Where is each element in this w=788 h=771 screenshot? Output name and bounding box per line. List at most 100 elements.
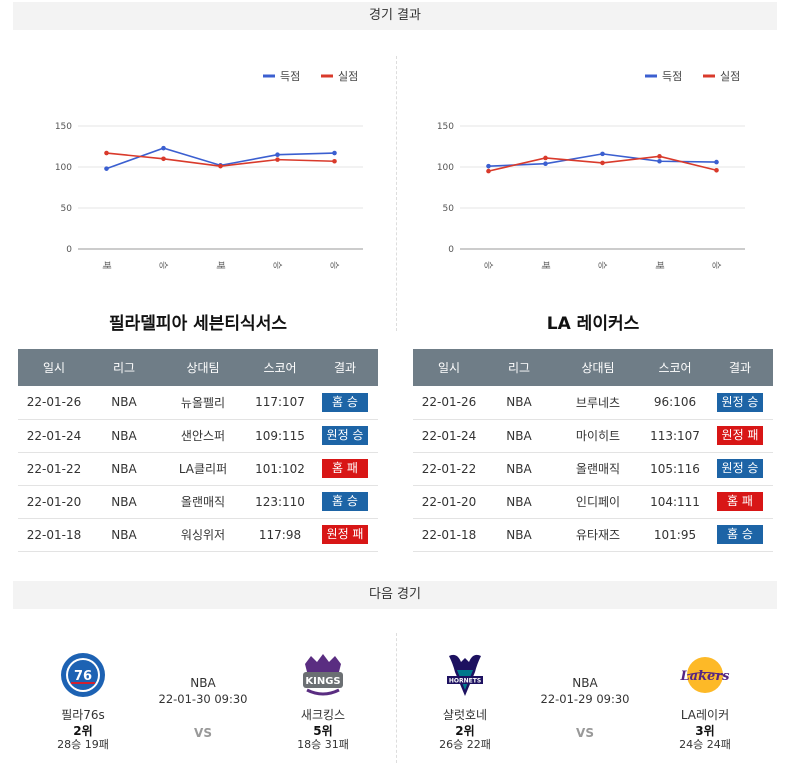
data-point[interactable] (600, 160, 605, 166)
cell-result: 원정 승 (707, 452, 773, 486)
team-name: 필라76s (61, 708, 105, 722)
cell-result: 원정 승 (707, 386, 773, 420)
cell-league: NBA (485, 485, 553, 519)
y-tick-label: 100 (437, 163, 454, 173)
svg-text:HORNETS: HORNETS (449, 678, 481, 685)
header-score: 스코어 (643, 349, 707, 386)
result-badge: 원정 승 (717, 392, 763, 412)
section-divider (396, 56, 397, 331)
data-point[interactable] (104, 150, 109, 156)
result-badge: 홈 승 (322, 492, 368, 511)
away-team[interactable]: Lakers LA레이커 3위 24승 24패 (650, 650, 760, 752)
cell-opponent: LA클리퍼 (158, 452, 248, 486)
svg-text:Lakers: Lakers (679, 669, 730, 684)
cell-date: 22-01-20 (413, 485, 485, 519)
data-point[interactable] (218, 163, 223, 169)
cell-score: 109:115 (248, 419, 312, 453)
cell-opponent: 올랜매직 (553, 452, 643, 486)
cell-result: 원정 승 (312, 419, 378, 453)
team-record: 26승 22패 (439, 738, 491, 751)
cell-result: 홈 승 (707, 518, 773, 552)
home-team[interactable]: HORNETS 샬럿호네 2위 26승 22패 (410, 650, 520, 752)
y-tick-label: 0 (448, 245, 454, 255)
data-point[interactable] (332, 150, 337, 156)
data-point[interactable] (657, 154, 662, 159)
data-point[interactable] (543, 161, 548, 167)
line-chart-right: 득점 실점 0 50 100 150 승 패 승 패 승 (437, 70, 745, 269)
result-badge: 홈 승 (717, 525, 763, 544)
cell-result: 원정 패 (707, 419, 773, 453)
data-point[interactable] (161, 156, 166, 162)
table-row: 22-01-18 NBA 유타재즈 101:95 홈 승 (413, 518, 773, 552)
cell-league: NBA (485, 419, 553, 453)
section-title-next: 다음 경기 (13, 581, 777, 609)
data-point[interactable] (275, 157, 280, 162)
cell-result: 홈 승 (312, 485, 378, 519)
y-tick-label: 100 (55, 163, 72, 173)
team-rank: 3위 (695, 724, 715, 738)
data-point[interactable] (486, 163, 491, 169)
y-tick-label: 150 (55, 122, 72, 132)
match-info: NBA 22-01-29 09:30 VS (520, 676, 650, 740)
table-row: 22-01-22 NBA 올랜매직 105:116 원정 승 (413, 452, 773, 486)
svg-text:KINGS: KINGS (305, 676, 340, 687)
cell-league: NBA (90, 419, 158, 453)
data-point[interactable] (543, 155, 548, 161)
header-league: 리그 (90, 349, 158, 386)
cell-score: 117:98 (248, 518, 312, 552)
result-badge: 원정 승 (322, 426, 368, 445)
team-record: 24승 24패 (679, 738, 731, 751)
match-info: NBA 22-01-30 09:30 VS (138, 676, 268, 740)
cell-score: 101:102 (248, 452, 312, 486)
table-row: 22-01-26 NBA 뉴올펠리 117:107 홈 승 (18, 386, 378, 420)
cell-opponent: 샌안스퍼 (158, 419, 248, 453)
legend-label: 실점 (338, 70, 358, 83)
table-row: 22-01-22 NBA LA클리퍼 101:102 홈 패 (18, 452, 378, 486)
header-date: 일시 (413, 349, 485, 386)
y-tick-label: 50 (443, 204, 455, 214)
legend-label: 실점 (720, 70, 740, 83)
data-point[interactable] (104, 166, 109, 171)
cell-date: 22-01-22 (18, 452, 90, 486)
table-row: 22-01-20 NBA 인디페이 104:111 홈 패 (413, 485, 773, 519)
results-table-right: 일시 리그 상대팀 스코어 결과 22-01-26 NBA 브루네츠 96:106 원정… (413, 349, 773, 552)
table-row: 22-01-20 NBA 올랜매직 123:110 홈 승 (18, 485, 378, 519)
cell-league: NBA (485, 386, 553, 420)
kings-logo-icon: KINGS (303, 654, 343, 696)
x-tick-label: 승 (597, 261, 608, 269)
data-point[interactable] (161, 145, 166, 151)
team-title-right: LA 레이커스 (546, 314, 640, 334)
data-point[interactable] (714, 159, 719, 165)
away-team[interactable]: KINGS 새크킹스 5위 18승 31패 (268, 650, 378, 752)
section-title-results: 경기 결과 (13, 2, 777, 30)
header-result: 결과 (312, 349, 378, 386)
table-header-row: 일시 리그 상대팀 스코어 결과 (18, 349, 378, 386)
cell-score: 105:116 (643, 452, 707, 486)
data-point[interactable] (714, 167, 719, 173)
data-point[interactable] (332, 158, 337, 164)
legend-label: 득점 (662, 70, 682, 83)
data-point[interactable] (275, 152, 280, 157)
cell-date: 22-01-20 (18, 485, 90, 519)
cell-date: 22-01-26 (18, 386, 90, 420)
data-point[interactable] (657, 158, 662, 164)
y-tick-label: 50 (61, 204, 73, 214)
line-chart-left: 득점 실점 0 50 100 150 패 승 패 승 승 (55, 70, 363, 269)
cell-score: 117:107 (248, 386, 312, 420)
cell-opponent: 마이히트 (553, 419, 643, 453)
data-point[interactable] (486, 168, 491, 174)
svg-text:76: 76 (74, 669, 92, 684)
x-tick-label: 승 (158, 261, 169, 269)
results-table-left: 일시 리그 상대팀 스코어 결과 22-01-26 NBA 뉴올펠리 117:107 홈… (18, 349, 378, 552)
cell-score: 113:107 (643, 419, 707, 453)
table-row: 22-01-18 NBA 워싱위저 117:98 원정 패 (18, 518, 378, 552)
cell-result: 홈 패 (707, 485, 773, 519)
data-point[interactable] (600, 151, 605, 157)
vs-label: VS (194, 726, 212, 740)
match-league: NBA (190, 676, 216, 690)
table-row: 22-01-24 NBA 마이히트 113:107 원정 패 (413, 419, 773, 453)
home-team[interactable]: 76 필라76s 2위 28승 19패 (28, 650, 138, 752)
chart-left: 득점 실점 0 50 100 150 패 승 패 승 승 (18, 56, 388, 276)
cell-opponent: 브루네츠 (553, 386, 643, 420)
next-game-right: HORNETS 샬럿호네 2위 26승 22패 NBA 22-01-29 09:… (400, 650, 770, 760)
